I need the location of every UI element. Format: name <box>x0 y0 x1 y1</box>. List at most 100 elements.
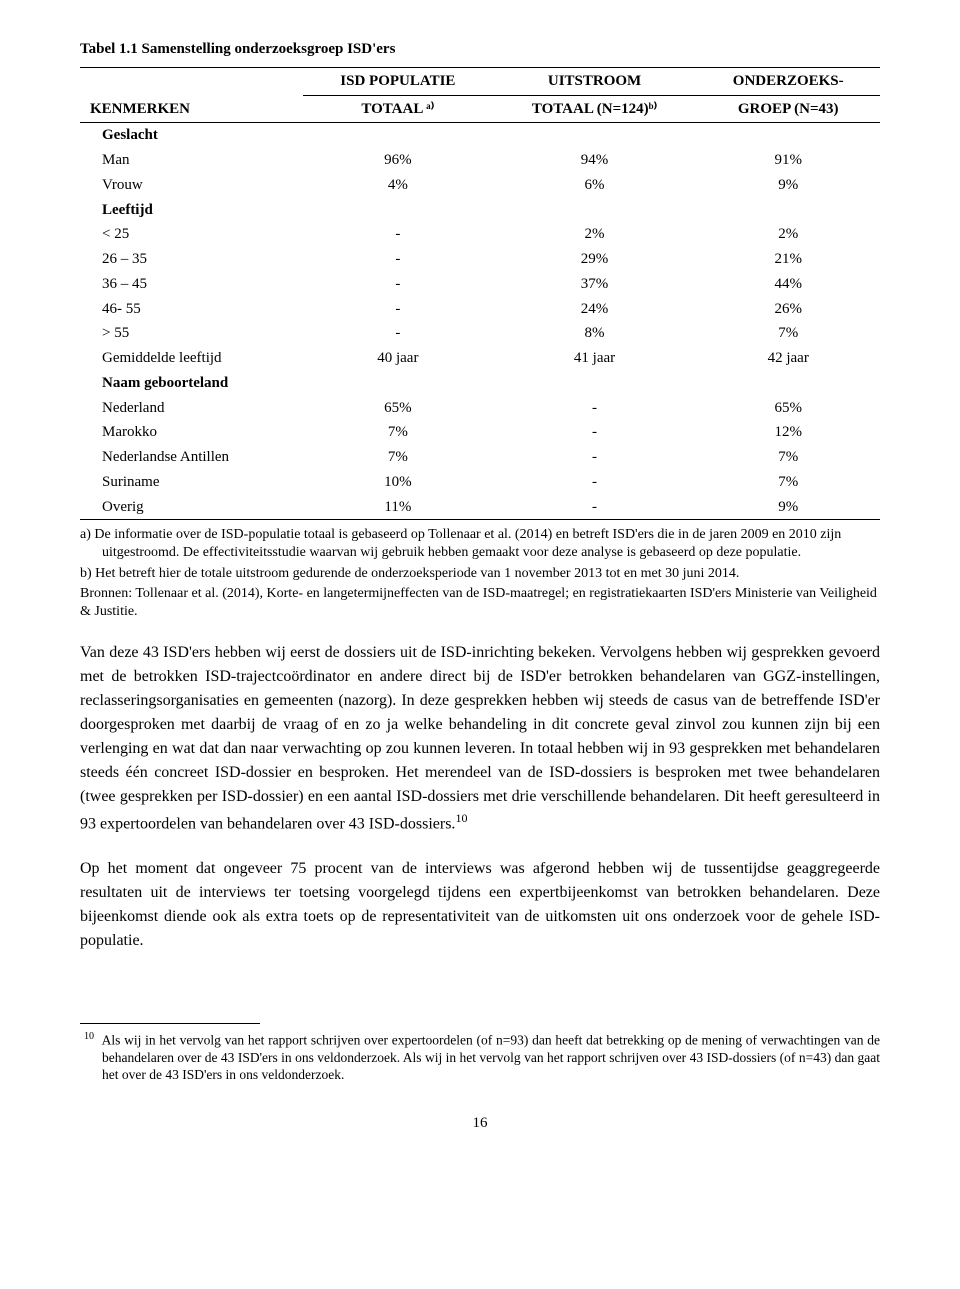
col-header-isd-a: ISD POPULATIE <box>303 67 493 95</box>
cell-value: 24% <box>493 297 697 322</box>
note-a: a) De informatie over de ISD-populatie t… <box>80 526 880 562</box>
paragraph-1-text: Van deze 43 ISD'ers hebben wij eerst de … <box>80 644 880 832</box>
cell-value: - <box>493 495 697 520</box>
cell-value: 29% <box>493 247 697 272</box>
footnote-ref-10: 10 <box>455 811 467 825</box>
paragraph-1: Van deze 43 ISD'ers hebben wij eerst de … <box>80 641 880 836</box>
table-row: > 55-8%7% <box>80 321 880 346</box>
cell-value: 6% <box>493 173 697 198</box>
row-label: Marokko <box>80 420 303 445</box>
row-label: 46- 55 <box>80 297 303 322</box>
table-row: Marokko7%-12% <box>80 420 880 445</box>
cell-empty <box>303 123 493 148</box>
cell-value: 12% <box>696 420 880 445</box>
table-row: Nederland65%-65% <box>80 396 880 421</box>
table-row: Gemiddelde leeftijd40 jaar41 jaar42 jaar <box>80 346 880 371</box>
cell-value: 40 jaar <box>303 346 493 371</box>
table-row: Geslacht <box>80 123 880 148</box>
row-label: Nederlandse Antillen <box>80 445 303 470</box>
row-label: 26 – 35 <box>80 247 303 272</box>
cell-value: 11% <box>303 495 493 520</box>
cell-value: 65% <box>696 396 880 421</box>
cell-value: 9% <box>696 173 880 198</box>
footnote-num: 10 <box>84 1031 94 1042</box>
cell-value: 26% <box>696 297 880 322</box>
cell-value: - <box>493 396 697 421</box>
row-label: Man <box>80 148 303 173</box>
table-row: Suriname10%-7% <box>80 470 880 495</box>
cell-value: 7% <box>696 470 880 495</box>
cell-value: 4% <box>303 173 493 198</box>
table-row: 36 – 45-37%44% <box>80 272 880 297</box>
cell-value: 96% <box>303 148 493 173</box>
table-row: 26 – 35-29%21% <box>80 247 880 272</box>
row-label: < 25 <box>80 222 303 247</box>
col-header-kenmerken: KENMERKEN <box>80 67 303 123</box>
cell-value: 42 jaar <box>696 346 880 371</box>
cell-value: 21% <box>696 247 880 272</box>
col-header-uitstroom-b: TOTAAL (N=124)ᵇ⁾ <box>493 95 697 123</box>
cell-empty <box>696 198 880 223</box>
cell-empty <box>303 371 493 396</box>
cell-value: - <box>303 222 493 247</box>
cell-value: 7% <box>696 321 880 346</box>
cell-empty <box>493 198 697 223</box>
col-header-onderzoeks-a: ONDERZOEKS- <box>696 67 880 95</box>
cell-value: 2% <box>493 222 697 247</box>
cell-value: 94% <box>493 148 697 173</box>
table-notes: a) De informatie over de ISD-populatie t… <box>80 526 880 621</box>
cell-value: 65% <box>303 396 493 421</box>
note-bronnen: Bronnen: Tollenaar et al. (2014), Korte-… <box>80 585 880 621</box>
table-row: Nederlandse Antillen7%-7% <box>80 445 880 470</box>
row-label: Vrouw <box>80 173 303 198</box>
row-label: Suriname <box>80 470 303 495</box>
row-label: Naam geboorteland <box>80 371 303 396</box>
table-row: Vrouw4%6%9% <box>80 173 880 198</box>
page-number: 16 <box>80 1114 880 1133</box>
cell-value: 9% <box>696 495 880 520</box>
table-row: Leeftijd <box>80 198 880 223</box>
cell-value: 7% <box>696 445 880 470</box>
table-row: < 25-2%2% <box>80 222 880 247</box>
cell-value: - <box>493 420 697 445</box>
table-row: 46- 55-24%26% <box>80 297 880 322</box>
col-header-onderzoeks-b: GROEP (N=43) <box>696 95 880 123</box>
row-label: Overig <box>80 495 303 520</box>
cell-value: - <box>303 297 493 322</box>
cell-empty <box>493 123 697 148</box>
row-label: Leeftijd <box>80 198 303 223</box>
paragraph-2: Op het moment dat ongeveer 75 procent va… <box>80 857 880 953</box>
col-header-uitstroom-a: UITSTROOM <box>493 67 697 95</box>
cell-value: 8% <box>493 321 697 346</box>
cell-value: 91% <box>696 148 880 173</box>
cell-empty <box>303 198 493 223</box>
table-row: Overig11%-9% <box>80 495 880 520</box>
cell-value: 7% <box>303 420 493 445</box>
footnote-separator <box>80 1023 260 1024</box>
table-caption: Tabel 1.1 Samenstelling onderzoeksgroep … <box>80 40 880 59</box>
row-label: > 55 <box>80 321 303 346</box>
cell-empty <box>696 123 880 148</box>
cell-value: 41 jaar <box>493 346 697 371</box>
footnote-text: Als wij in het vervolg van het rapport s… <box>102 1032 880 1082</box>
footnote-10: 10 Als wij in het vervolg van het rappor… <box>80 1030 880 1084</box>
cell-value: - <box>303 321 493 346</box>
row-label: Nederland <box>80 396 303 421</box>
cell-value: 37% <box>493 272 697 297</box>
row-label: 36 – 45 <box>80 272 303 297</box>
note-b: b) Het betreft hier de totale uitstroom … <box>80 565 880 583</box>
cell-empty <box>493 371 697 396</box>
data-table: KENMERKEN ISD POPULATIE UITSTROOM ONDERZ… <box>80 67 880 521</box>
col-header-isd-b: TOTAAL ᵃ⁾ <box>303 95 493 123</box>
cell-value: - <box>303 272 493 297</box>
table-row: Man96%94%91% <box>80 148 880 173</box>
table-row: Naam geboorteland <box>80 371 880 396</box>
cell-value: 2% <box>696 222 880 247</box>
cell-value: - <box>493 445 697 470</box>
cell-value: 7% <box>303 445 493 470</box>
cell-value: - <box>303 247 493 272</box>
cell-value: - <box>493 470 697 495</box>
cell-value: 44% <box>696 272 880 297</box>
row-label: Geslacht <box>80 123 303 148</box>
row-label: Gemiddelde leeftijd <box>80 346 303 371</box>
